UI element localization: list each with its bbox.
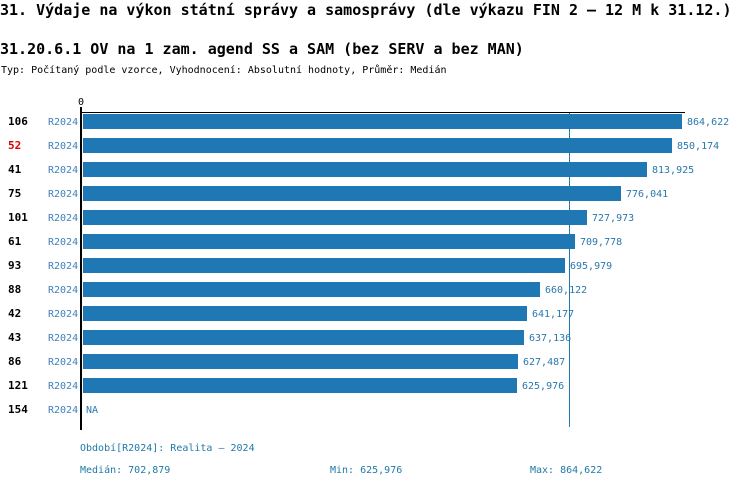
row-id-label: 75	[8, 187, 22, 200]
y-axis-line	[80, 107, 82, 430]
bar-value-label: 660,122	[545, 285, 588, 296]
bar	[83, 282, 540, 297]
na-label: NA	[86, 405, 99, 416]
bar	[83, 378, 517, 393]
bar	[83, 114, 682, 129]
bar	[83, 306, 527, 321]
bar-value-label: 637,136	[529, 333, 572, 344]
row-id-label: 106	[8, 115, 28, 128]
bar	[83, 354, 518, 369]
median-line	[569, 113, 570, 427]
bar	[83, 258, 565, 273]
row-id-label: 41	[8, 163, 22, 176]
row-period-label: R2024	[48, 237, 79, 248]
bar	[83, 162, 647, 177]
row-period-label: R2024	[48, 285, 79, 296]
row-id-label: 101	[8, 211, 28, 224]
row-period-label: R2024	[48, 213, 79, 224]
row-period-label: R2024	[48, 381, 79, 392]
row-id-label: 154	[8, 403, 28, 416]
footer-median: Medián: 702,879	[80, 465, 171, 476]
bar	[83, 234, 575, 249]
bar	[83, 330, 524, 345]
row-period-label: R2024	[48, 165, 79, 176]
bar	[83, 138, 672, 153]
footer-max: Max: 864,622	[530, 465, 603, 476]
bar-value-label: 813,925	[652, 165, 695, 176]
row-id-label: 121	[8, 379, 28, 392]
row-period-label: R2024	[48, 333, 79, 344]
meta-line: Typ: Počítaný podle vzorce, Vyhodnocení:…	[1, 65, 447, 76]
row-id-label: 88	[8, 283, 22, 296]
axis-zero-label: 0	[77, 97, 85, 108]
bar-value-label: 695,979	[570, 261, 613, 272]
row-period-label: R2024	[48, 117, 79, 128]
footer-min: Min: 625,976	[330, 465, 403, 476]
indicator-title: 31.20.6.1 OV na 1 zam. agend SS a SAM (b…	[0, 40, 524, 58]
bar	[83, 210, 587, 225]
row-id-label: 43	[8, 331, 22, 344]
row-id-label: 61	[8, 235, 22, 248]
row-period-label: R2024	[48, 309, 79, 320]
bar-value-label: 641,177	[532, 309, 575, 320]
axis-top-line	[81, 112, 685, 113]
bar-value-label: 850,174	[677, 141, 720, 152]
row-period-label: R2024	[48, 405, 79, 416]
bar	[83, 186, 621, 201]
row-id-label: 93	[8, 259, 22, 272]
row-id-label: 52	[8, 139, 22, 152]
row-period-label: R2024	[48, 141, 79, 152]
row-id-label: 86	[8, 355, 22, 368]
page-title: 31. Výdaje na výkon státní správy a samo…	[0, 1, 732, 19]
row-id-label: 42	[8, 307, 22, 320]
bar-value-label: 709,778	[580, 237, 623, 248]
bar-value-label: 627,487	[523, 357, 566, 368]
row-period-label: R2024	[48, 357, 79, 368]
bar-value-label: 727,973	[592, 213, 635, 224]
footer-period: Období[R2024]: Realita – 2024	[80, 443, 255, 454]
bar-value-label: 625,976	[522, 381, 565, 392]
row-period-label: R2024	[48, 189, 79, 200]
bar-value-label: 864,622	[687, 117, 730, 128]
row-period-label: R2024	[48, 261, 79, 272]
bar-value-label: 776,041	[626, 189, 669, 200]
